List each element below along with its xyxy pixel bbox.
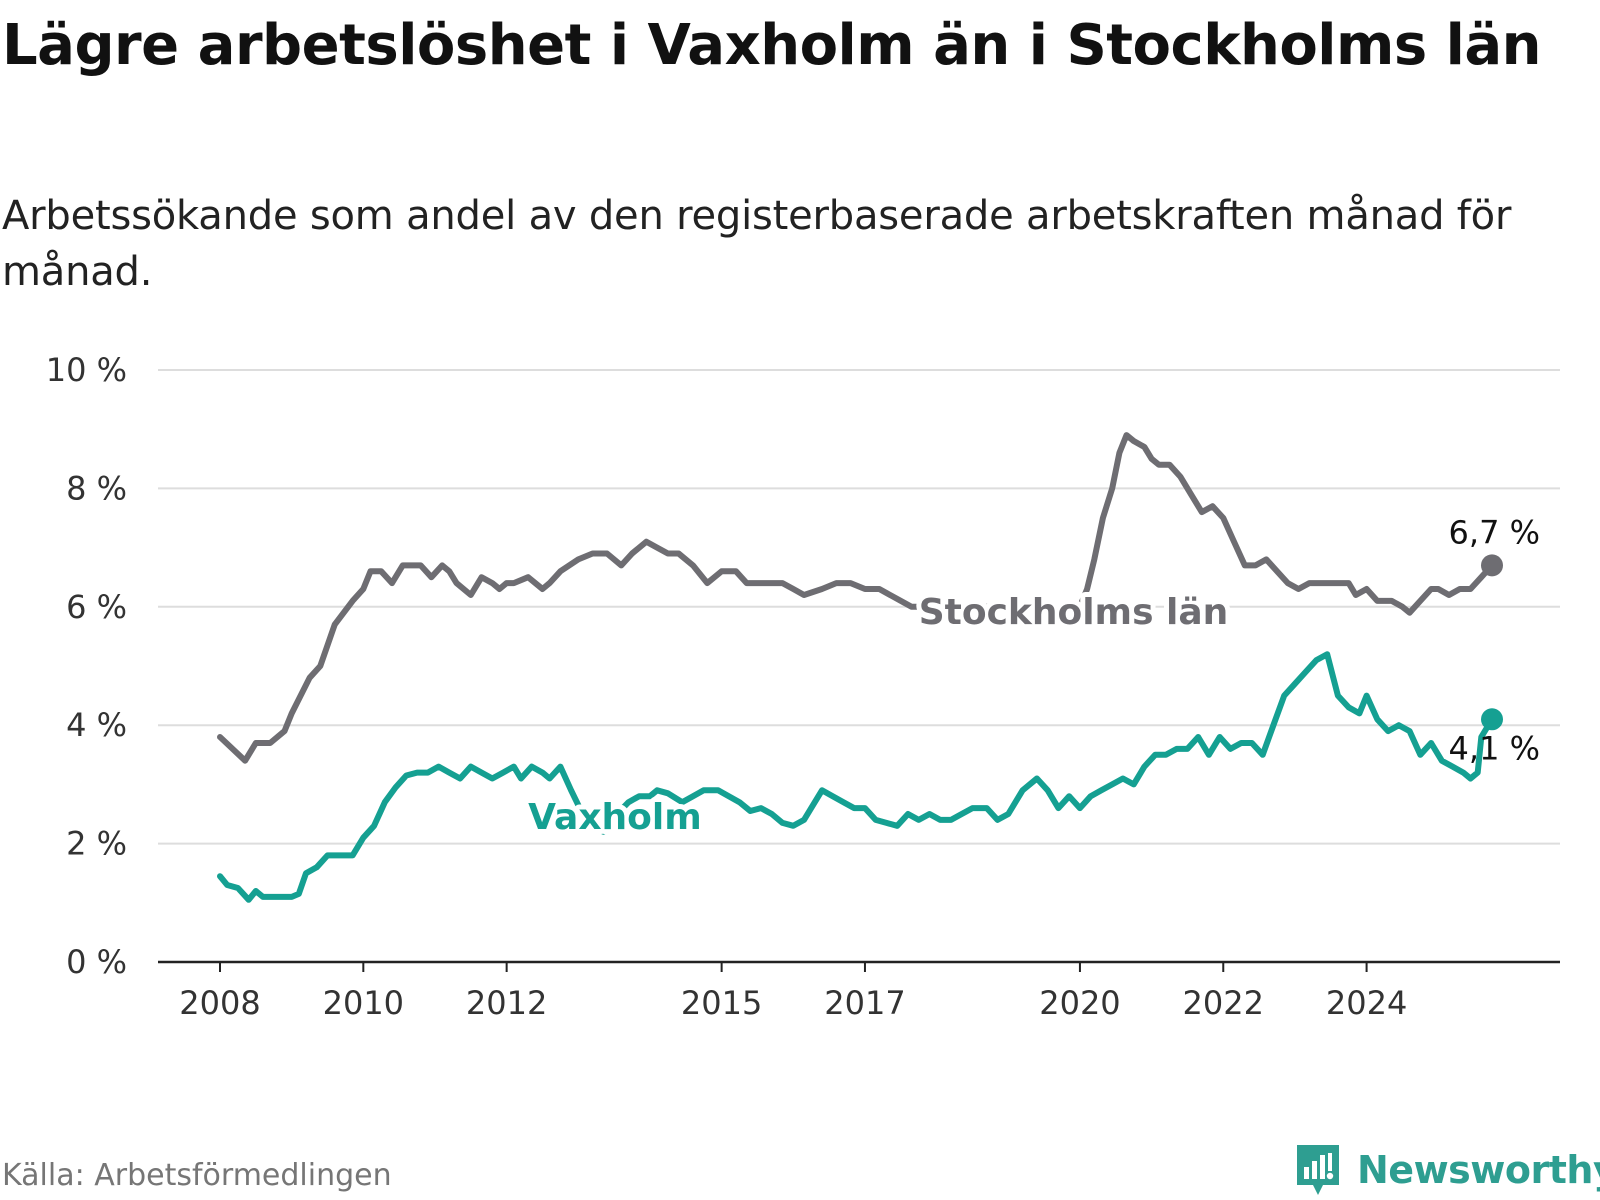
stockholm-end-label: 6,7 % (1449, 513, 1540, 551)
x-axis-ticks: 2008 2010 2012 2015 2017 2020 2022 2024 (179, 962, 1407, 1022)
x-tick-label: 2012 (466, 984, 547, 1022)
chart-subtitle: Arbetssökande som andel av den registerb… (2, 193, 1512, 295)
stockholm-end-marker (1481, 554, 1503, 577)
stockholm-line (217, 432, 1495, 764)
series-labels: 6,7 % 4,1 % Stockholms län Vaxholm (523, 513, 1540, 843)
vaxholm-end-label: 4,1 % (1449, 729, 1540, 767)
y-tick-label: 2 % (66, 825, 127, 863)
gridlines (158, 369, 1560, 964)
y-tick-label: 0 % (66, 943, 127, 981)
stockholm-series-label: Stockholms län (919, 592, 1229, 633)
y-tick-label: 6 % (66, 588, 127, 626)
newsworthy-logo-icon (1297, 1145, 1339, 1195)
series-lines (217, 432, 1503, 903)
vaxholm-series-label: Vaxholm (528, 797, 702, 838)
y-axis-ticks: 0 % 2 % 4 % 6 % 8 % 10 % (46, 351, 127, 981)
x-tick-label: 2008 (179, 984, 260, 1022)
y-tick-label: 4 % (66, 706, 127, 744)
x-tick-label: 2024 (1326, 984, 1407, 1022)
x-tick-label: 2015 (681, 984, 762, 1022)
brand-logo[interactable]: Newsworthy (1293, 1140, 1600, 1200)
vaxholm-line (217, 651, 1495, 903)
vaxholm-end-marker (1481, 708, 1503, 731)
x-tick-label: 2020 (1039, 984, 1120, 1022)
brand-name: Newsworthy (1357, 1148, 1600, 1192)
y-tick-label: 10 % (46, 351, 127, 389)
line-chart: 0 % 2 % 4 % 6 % 8 % 10 % 2008 2010 2012 2015 2017… (46, 351, 1560, 1022)
source-note: Källa: Arbetsförmedlingen (2, 1158, 392, 1193)
y-tick-label: 8 % (66, 469, 127, 507)
x-tick-label: 2022 (1183, 984, 1264, 1022)
x-tick-label: 2017 (824, 984, 905, 1022)
chart-title: Lägre arbetslöshet i Vaxholm än i Stockh… (2, 13, 1542, 78)
x-tick-label: 2010 (323, 984, 404, 1022)
